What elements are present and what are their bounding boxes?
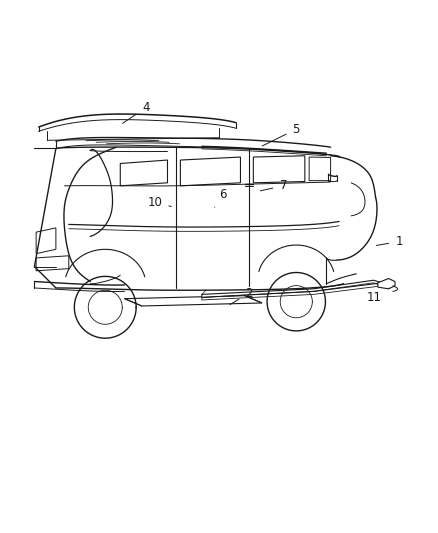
- Text: 10: 10: [147, 196, 171, 208]
- Polygon shape: [124, 296, 262, 306]
- Polygon shape: [378, 279, 395, 289]
- Text: 4: 4: [123, 101, 150, 123]
- Text: 2: 2: [230, 287, 253, 304]
- Text: 11: 11: [367, 288, 389, 304]
- Text: 5: 5: [262, 123, 300, 146]
- Text: 6: 6: [215, 188, 227, 207]
- Text: 1: 1: [376, 235, 403, 248]
- Text: 7: 7: [260, 179, 287, 192]
- Polygon shape: [202, 280, 382, 297]
